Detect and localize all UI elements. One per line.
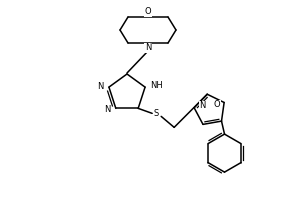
Text: N: N — [199, 101, 206, 110]
Text: N: N — [104, 105, 111, 114]
Text: N: N — [98, 82, 104, 91]
Text: O: O — [214, 100, 220, 109]
Text: N: N — [145, 44, 151, 52]
Text: NH: NH — [150, 81, 163, 90]
Text: S: S — [154, 109, 159, 118]
Text: O: O — [145, 7, 151, 17]
